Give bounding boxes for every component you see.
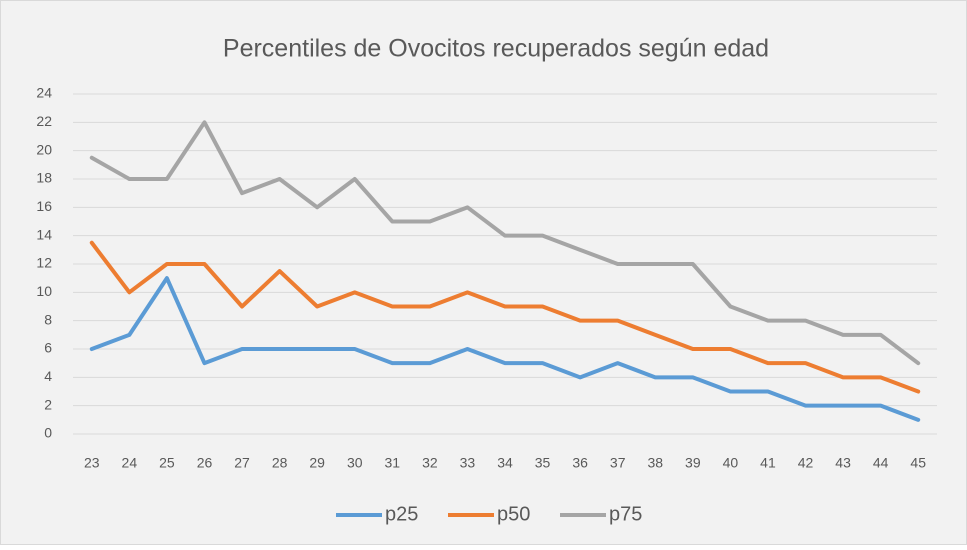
- x-tick-label: 31: [385, 455, 401, 471]
- x-tick-label: 24: [122, 455, 138, 471]
- legend-label: p50: [497, 503, 530, 525]
- x-tick-label: 33: [460, 455, 476, 471]
- y-tick-label: 18: [36, 170, 52, 186]
- x-tick-label: 43: [835, 455, 851, 471]
- x-tick-label: 35: [535, 455, 551, 471]
- y-tick-label: 14: [36, 226, 52, 242]
- x-tick-label: 28: [272, 455, 288, 471]
- x-tick-label: 27: [234, 455, 250, 471]
- y-tick-label: 22: [36, 113, 52, 129]
- x-tick-label: 25: [159, 455, 175, 471]
- x-tick-label: 23: [84, 455, 100, 471]
- legend-label: p25: [385, 503, 418, 525]
- series-line: [89, 120, 921, 366]
- legend-label: p75: [609, 503, 642, 525]
- x-tick-label: 41: [760, 455, 776, 471]
- x-tick-label: 30: [347, 455, 363, 471]
- x-tick-label: 37: [610, 455, 626, 471]
- y-tick-label: 8: [44, 311, 52, 327]
- x-tick-label: 29: [309, 455, 325, 471]
- x-tick-label: 32: [422, 455, 438, 471]
- y-tick-label: 0: [44, 425, 52, 441]
- y-tick-label: 10: [36, 283, 52, 299]
- x-tick-label: 42: [798, 455, 814, 471]
- x-tick-label: 44: [873, 455, 889, 471]
- y-tick-label: 12: [36, 255, 52, 271]
- series-line: [89, 240, 921, 394]
- x-tick-label: 36: [572, 455, 588, 471]
- y-tick-label: 24: [36, 85, 52, 101]
- x-tick-label: 34: [497, 455, 513, 471]
- y-tick-label: 2: [44, 396, 52, 412]
- x-tick-label: 40: [723, 455, 739, 471]
- x-tick-label: 45: [910, 455, 926, 471]
- x-tick-label: 38: [647, 455, 663, 471]
- series-line: [89, 276, 921, 422]
- y-tick-label: 6: [44, 340, 52, 356]
- y-tick-label: 20: [36, 141, 52, 157]
- chart-title: Percentiles de Ovocitos recuperados segú…: [223, 35, 769, 63]
- y-tick-label: 16: [36, 198, 52, 214]
- x-tick-label: 26: [197, 455, 213, 471]
- y-tick-label: 4: [44, 368, 52, 384]
- x-tick-label: 39: [685, 455, 701, 471]
